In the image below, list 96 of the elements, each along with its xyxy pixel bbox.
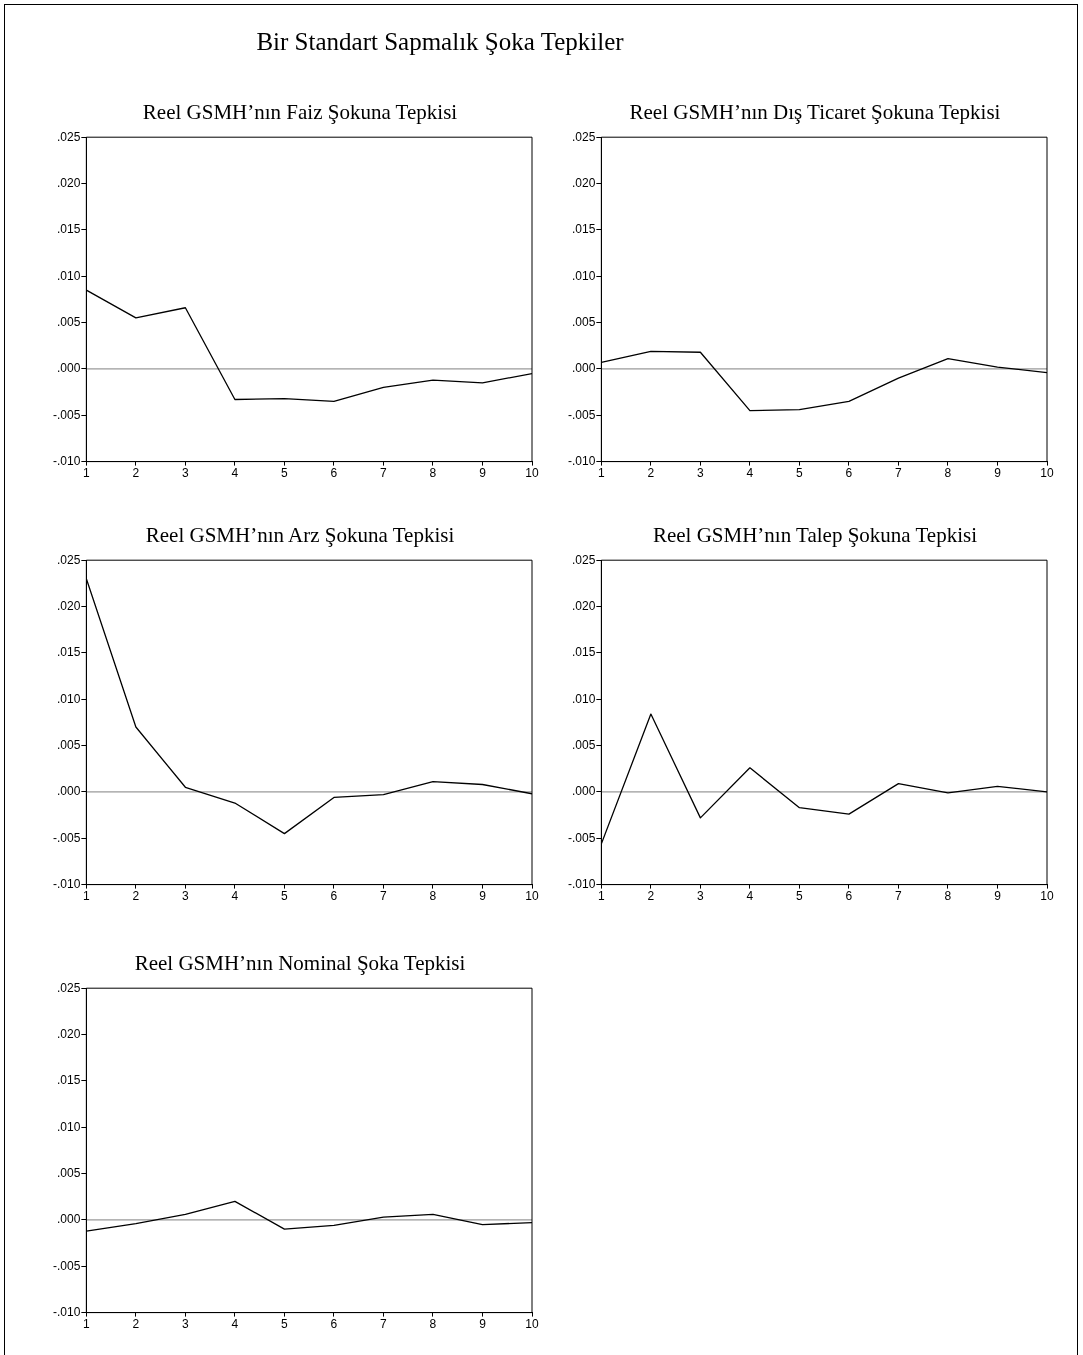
y-tick-label: .010 <box>571 268 596 283</box>
x-tick-label: 4 <box>231 466 239 481</box>
y-tick-label: -.005 <box>52 830 81 845</box>
y-tick-label: .000 <box>56 1212 81 1227</box>
y-tick-label: .010 <box>571 691 596 706</box>
x-tick-label: 6 <box>845 889 853 904</box>
y-tick-label: .025 <box>571 129 596 144</box>
y-tick-label: -.005 <box>52 1258 81 1273</box>
x-tick-label: 8 <box>944 466 952 481</box>
x-tick-label: 5 <box>281 466 289 481</box>
x-tick-label: 7 <box>895 466 903 481</box>
x-tick-label: 10 <box>525 466 539 481</box>
y-tick-label: -.010 <box>52 453 81 468</box>
x-tick-label: 10 <box>1040 466 1054 481</box>
y-tick-label: .005 <box>571 314 596 329</box>
x-tick-label: 5 <box>796 889 804 904</box>
x-tick-label: 2 <box>132 1317 140 1332</box>
x-tick-label: 2 <box>647 889 655 904</box>
x-tick-label: 9 <box>994 889 1002 904</box>
chart-title: Reel GSMH’nın Nominal Şoka Tepkisi <box>133 950 467 977</box>
y-tick-label: .000 <box>571 361 596 376</box>
y-tick-label: -.010 <box>567 876 596 891</box>
y-tick-label: .000 <box>56 784 81 799</box>
x-tick-label: 3 <box>697 466 705 481</box>
x-tick-label: 8 <box>944 889 952 904</box>
y-tick-label: .005 <box>56 314 81 329</box>
x-tick-label: 9 <box>479 889 487 904</box>
y-tick-label: -.005 <box>567 830 596 845</box>
y-tick-label: .020 <box>56 598 81 613</box>
y-tick-label: .025 <box>56 980 81 995</box>
x-tick-label: 8 <box>429 466 437 481</box>
x-tick-label: 7 <box>380 889 388 904</box>
y-tick-label: .010 <box>56 268 81 283</box>
text: Bir Standart Sapmalık Şoka Tepkiler <box>255 28 625 56</box>
x-tick-label: 9 <box>479 1317 487 1332</box>
x-tick-label: 8 <box>429 889 437 904</box>
x-tick-label: 7 <box>380 1317 388 1332</box>
chart-title: Reel GSMH’nın Faiz Şokuna Tepkisi <box>141 99 459 126</box>
chart-title: Reel GSMH’nın Arz Şokuna Tepkisi <box>144 522 456 549</box>
x-tick-label: 6 <box>330 466 338 481</box>
y-tick-label: .015 <box>571 645 596 660</box>
x-tick-label: 3 <box>182 889 190 904</box>
x-tick-label: 1 <box>598 889 606 904</box>
y-tick-label: .020 <box>56 175 81 190</box>
y-tick-label: -.005 <box>567 407 596 422</box>
x-tick-label: 3 <box>182 1317 190 1332</box>
y-tick-label: .005 <box>56 737 81 752</box>
y-tick-label: .020 <box>571 598 596 613</box>
x-tick-label: 3 <box>182 466 190 481</box>
x-tick-label: 1 <box>598 466 606 481</box>
y-tick-label: .010 <box>56 1119 81 1134</box>
x-tick-label: 4 <box>231 889 239 904</box>
x-tick-label: 1 <box>83 1317 91 1332</box>
y-tick-label: .015 <box>571 222 596 237</box>
x-tick-label: 1 <box>83 466 91 481</box>
y-tick-label: .005 <box>56 1165 81 1180</box>
y-tick-label: -.010 <box>52 1304 81 1319</box>
chart-title: Reel GSMH’nın Dış Ticaret Şokuna Tepkisi <box>628 99 1002 126</box>
x-tick-label: 8 <box>429 1317 437 1332</box>
x-tick-label: 3 <box>697 889 705 904</box>
x-tick-label: 6 <box>330 1317 338 1332</box>
x-tick-label: 7 <box>895 889 903 904</box>
x-tick-label: 4 <box>231 1317 239 1332</box>
x-tick-label: 5 <box>281 889 289 904</box>
x-tick-label: 2 <box>132 466 140 481</box>
y-tick-label: .000 <box>56 361 81 376</box>
y-tick-label: .025 <box>571 552 596 567</box>
x-tick-label: 10 <box>1040 889 1054 904</box>
y-tick-label: .020 <box>56 1026 81 1041</box>
x-tick-label: 2 <box>647 466 655 481</box>
y-tick-label: .025 <box>56 129 81 144</box>
x-tick-label: 6 <box>330 889 338 904</box>
x-tick-label: 9 <box>479 466 487 481</box>
y-tick-label: -.010 <box>567 453 596 468</box>
y-tick-label: .005 <box>571 737 596 752</box>
x-tick-label: 6 <box>845 466 853 481</box>
x-tick-label: 2 <box>132 889 140 904</box>
x-tick-label: 5 <box>281 1317 289 1332</box>
x-tick-label: 10 <box>525 1317 539 1332</box>
x-tick-label: 4 <box>746 889 754 904</box>
x-tick-label: 7 <box>380 466 388 481</box>
x-tick-label: 5 <box>796 466 804 481</box>
y-tick-label: -.005 <box>52 407 81 422</box>
y-tick-label: .015 <box>56 1073 81 1088</box>
y-tick-label: .025 <box>56 552 81 567</box>
chart-title: Reel GSMH’nın Talep Şokuna Tepkisi <box>651 522 979 549</box>
y-tick-label: .010 <box>56 691 81 706</box>
y-tick-label: .000 <box>571 784 596 799</box>
y-tick-label: -.010 <box>52 876 81 891</box>
y-tick-label: .015 <box>56 645 81 660</box>
y-tick-label: .015 <box>56 222 81 237</box>
x-tick-label: 1 <box>83 889 91 904</box>
x-tick-label: 9 <box>994 466 1002 481</box>
y-tick-label: .020 <box>571 175 596 190</box>
x-tick-label: 4 <box>746 466 754 481</box>
x-tick-label: 10 <box>525 889 539 904</box>
